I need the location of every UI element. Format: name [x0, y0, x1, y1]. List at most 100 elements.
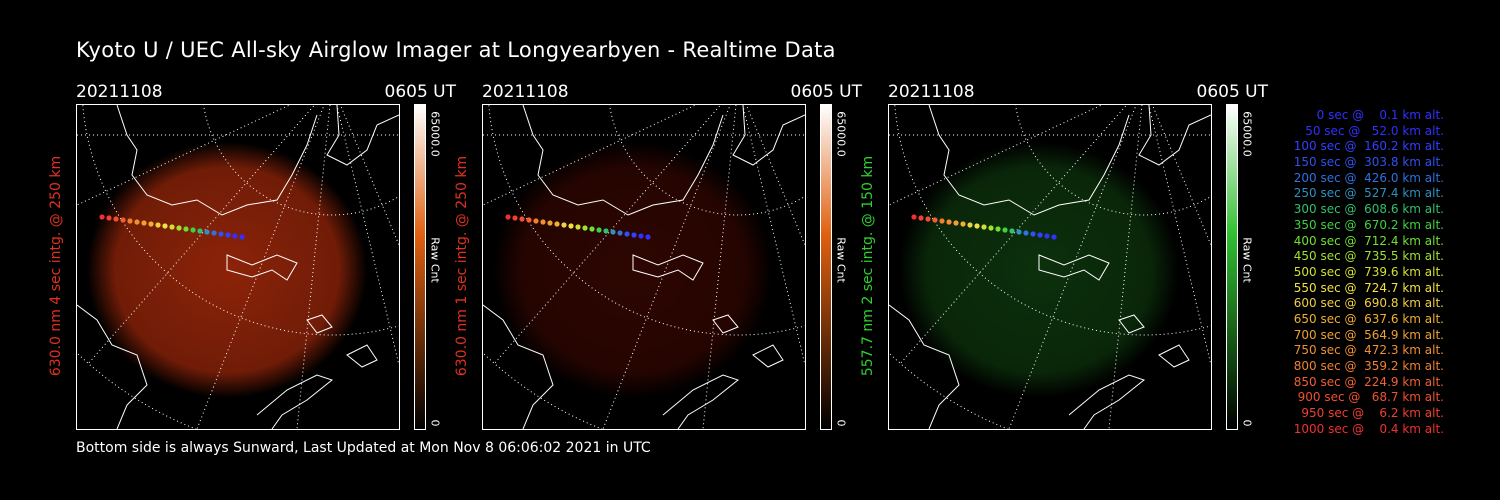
trajectory-point	[1044, 233, 1050, 239]
panel-ylabel: 630.0 nm 4 sec intg. @ 250 km	[36, 104, 76, 428]
legend-item: 450 sec @ 735.5 km alt.	[1289, 249, 1444, 264]
ylabel-text: 630.0 nm 4 sec intg. @ 250 km	[48, 155, 64, 377]
trajectory-point	[134, 219, 140, 225]
colorbar-unit-label: Raw Cnt	[1240, 237, 1254, 283]
legend-item: 200 sec @ 426.0 km alt.	[1289, 170, 1444, 185]
allsky-image	[888, 104, 1212, 430]
trajectory-point	[596, 227, 602, 233]
legend-item: 300 sec @ 608.6 km alt.	[1289, 202, 1444, 217]
allsky-image	[482, 104, 806, 430]
trajectory-point	[218, 231, 224, 237]
trajectory-legend: 0 sec @ 0.1 km alt. 50 sec @ 52.0 km alt…	[1262, 108, 1444, 437]
colorbar-min-label: 0	[428, 419, 442, 427]
trajectory-point	[1051, 234, 1057, 240]
legend-item: 400 sec @ 712.4 km alt.	[1289, 233, 1444, 248]
coastline	[889, 105, 1211, 429]
trajectory-point	[995, 226, 1001, 232]
panel-date: 20211108	[888, 82, 975, 102]
legend-item: 50 sec @ 52.0 km alt.	[1297, 123, 1444, 138]
trajectory-point	[554, 221, 560, 227]
colorbar-max: 65000.0	[1239, 104, 1255, 164]
ylabel-text: 630.0 nm 1 sec intg. @ 250 km	[454, 155, 470, 377]
trajectory-point	[533, 218, 539, 224]
trajectory-point	[610, 229, 616, 235]
trajectory-point	[582, 225, 588, 231]
colorbar	[820, 104, 832, 430]
trajectory-point	[1023, 230, 1029, 236]
trajectory-point	[981, 224, 987, 230]
trajectory-point	[190, 227, 196, 233]
panel-time: 0605 UT	[384, 82, 457, 102]
colorbar-max-label: 65000.0	[428, 111, 442, 157]
trajectory-point	[974, 223, 980, 229]
trajectory-point	[575, 224, 581, 230]
panel-time: 0605 UT	[1196, 82, 1269, 102]
trajectory-point	[1030, 231, 1036, 237]
colorbar-max: 65000.0	[427, 104, 443, 164]
trajectory-point	[183, 226, 189, 232]
trajectory-point	[624, 231, 630, 237]
colorbar-min-label: 0	[834, 419, 848, 427]
trajectory-point	[645, 234, 651, 240]
imager-panel-630-1s: 20211108 0605 UT 630.0 nm 1 sec intg. @ …	[454, 80, 882, 440]
trajectory-point	[239, 234, 245, 240]
satellite-trajectory	[99, 214, 245, 240]
lat-lon-grid	[77, 105, 399, 429]
trajectory-point	[232, 233, 238, 239]
trajectory-point	[967, 222, 973, 228]
legend-item: 350 sec @ 670.2 km alt.	[1289, 217, 1444, 232]
trajectory-point	[519, 216, 525, 222]
legend-item: 650 sec @ 637.6 km alt.	[1289, 311, 1444, 326]
trajectory-point	[568, 223, 574, 229]
panel-date: 20211108	[482, 82, 569, 102]
colorbar-min-label: 0	[1240, 419, 1254, 427]
colorbar-unit-label: Raw Cnt	[834, 237, 848, 283]
legend-item: 700 sec @ 564.9 km alt.	[1289, 327, 1444, 342]
trajectory-point	[939, 218, 945, 224]
legend-item: 1000 sec @ 0.4 km alt.	[1293, 421, 1444, 436]
trajectory-point	[617, 230, 623, 236]
allsky-map-svg	[483, 105, 805, 429]
panel-time: 0605 UT	[790, 82, 863, 102]
trajectory-point	[540, 219, 546, 225]
footer-note: Bottom side is always Sunward, Last Upda…	[76, 440, 651, 456]
legend-item: 950 sec @ 6.2 km alt.	[1297, 406, 1444, 421]
trajectory-point	[960, 221, 966, 227]
page-title: Kyoto U / UEC All-sky Airglow Imager at …	[76, 38, 836, 62]
trajectory-point	[127, 218, 133, 224]
trajectory-point	[547, 220, 553, 226]
trajectory-point	[155, 222, 161, 228]
legend-item: 250 sec @ 527.4 km alt.	[1289, 186, 1444, 201]
lat-lon-grid	[483, 105, 805, 429]
trajectory-point	[988, 225, 994, 231]
legend-item: 850 sec @ 224.9 km alt.	[1289, 374, 1444, 389]
allsky-map-svg	[889, 105, 1211, 429]
trajectory-point	[225, 232, 231, 238]
trajectory-point	[197, 228, 203, 234]
colorbar	[1226, 104, 1238, 430]
trajectory-point	[932, 217, 938, 223]
colorbar-min: 0	[1239, 416, 1255, 430]
trajectory-point	[589, 226, 595, 232]
imager-panel-557-2s: 20211108 0605 UT 557.7 nm 2 sec intg. @ …	[860, 80, 1288, 440]
colorbar-min: 0	[833, 416, 849, 430]
satellite-trajectory	[911, 214, 1057, 240]
trajectory-point	[1009, 228, 1015, 234]
trajectory-point	[1037, 232, 1043, 238]
trajectory-point	[162, 223, 168, 229]
colorbar-unit: Raw Cnt	[427, 230, 443, 290]
legend-item: 800 sec @ 359.2 km alt.	[1289, 359, 1444, 373]
trajectory-point	[176, 225, 182, 231]
trajectory-point	[911, 214, 917, 220]
trajectory-point	[1002, 227, 1008, 233]
allsky-image	[76, 104, 400, 430]
trajectory-point	[561, 222, 567, 228]
trajectory-point	[918, 215, 924, 221]
legend-item: 750 sec @ 472.3 km alt.	[1289, 343, 1444, 358]
legend-item: 100 sec @ 160.2 km alt.	[1289, 139, 1444, 154]
coastline	[77, 105, 399, 429]
legend-item: 900 sec @ 68.7 km alt.	[1293, 390, 1444, 405]
trajectory-point	[603, 228, 609, 234]
colorbar-unit: Raw Cnt	[833, 230, 849, 290]
lat-lon-grid	[889, 105, 1211, 429]
